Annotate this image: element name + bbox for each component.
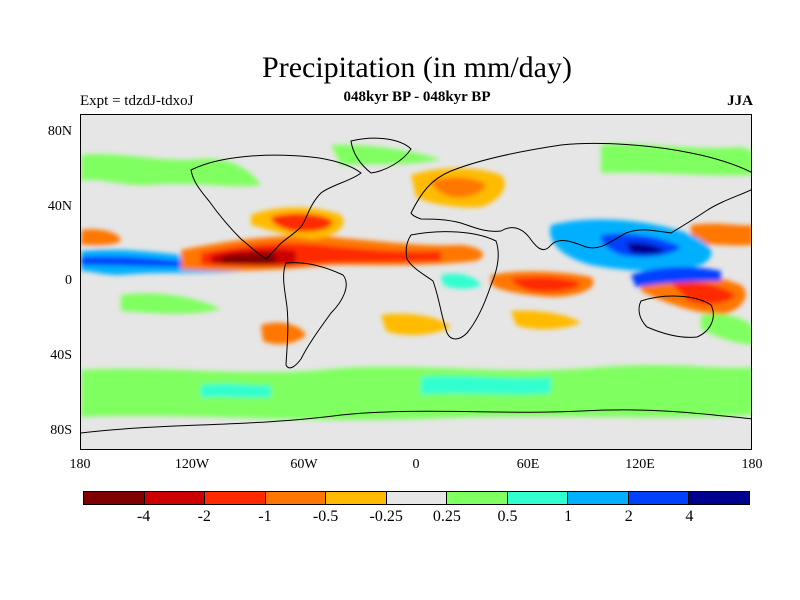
season-label: JJA: [727, 93, 753, 109]
colorbar-swatch: [265, 492, 327, 504]
plot-subtitle: 048kyr BP - 048kyr BP: [343, 89, 491, 105]
colorbar-swatch: [568, 492, 629, 504]
colorbar-label: -2: [197, 508, 211, 525]
map-canvas: [81, 115, 751, 449]
colorbar-label: 4: [685, 508, 694, 525]
colorbar-swatch: [507, 492, 569, 504]
colorbar-swatch: [205, 492, 266, 504]
y-tick-80n: 80N: [47, 124, 72, 139]
colorbar-label: -0.5: [312, 508, 339, 525]
x-tick-120w: 120W: [174, 457, 210, 472]
y-tick-80s: 80S: [50, 423, 72, 438]
x-tick-180e: 180: [741, 457, 763, 472]
plot-title: Precipitation (in mm/day): [262, 51, 572, 84]
coastlines: [81, 137, 751, 434]
colorbar-swatch: [144, 492, 206, 504]
x-tick-120e: 120E: [625, 457, 655, 472]
colorbar-label: 0.25: [432, 508, 461, 525]
colorbar-swatch: [386, 492, 448, 504]
experiment-label: Expt = tdzdJ-tdxoJ: [80, 93, 194, 109]
colorbar-swatch: [84, 492, 145, 504]
precipitation-map: [80, 114, 752, 450]
colorbar-label: -4: [136, 508, 151, 525]
x-tick-180w: 180: [69, 457, 91, 472]
y-tick-40s: 40S: [50, 348, 72, 363]
colorbar-label: 2: [624, 508, 633, 525]
x-tick-60e: 60E: [516, 457, 540, 472]
x-tick-60w: 60W: [290, 457, 318, 472]
y-tick-0: 0: [65, 273, 72, 288]
y-tick-40n: 40N: [47, 199, 72, 214]
colorbar-label: 0.5: [497, 508, 518, 525]
colorbar-swatch: [689, 492, 750, 504]
colorbar-swatch: [628, 492, 690, 504]
precip-anomaly-field: [81, 144, 751, 420]
colorbar-label: -0.25: [369, 508, 403, 525]
colorbar-swatch: [326, 492, 387, 504]
x-tick-0: 0: [412, 457, 420, 472]
colorbar-label: -1: [258, 508, 272, 525]
colorbar: [83, 491, 750, 505]
colorbar-label: 1: [564, 508, 573, 525]
colorbar-swatch: [447, 492, 508, 504]
